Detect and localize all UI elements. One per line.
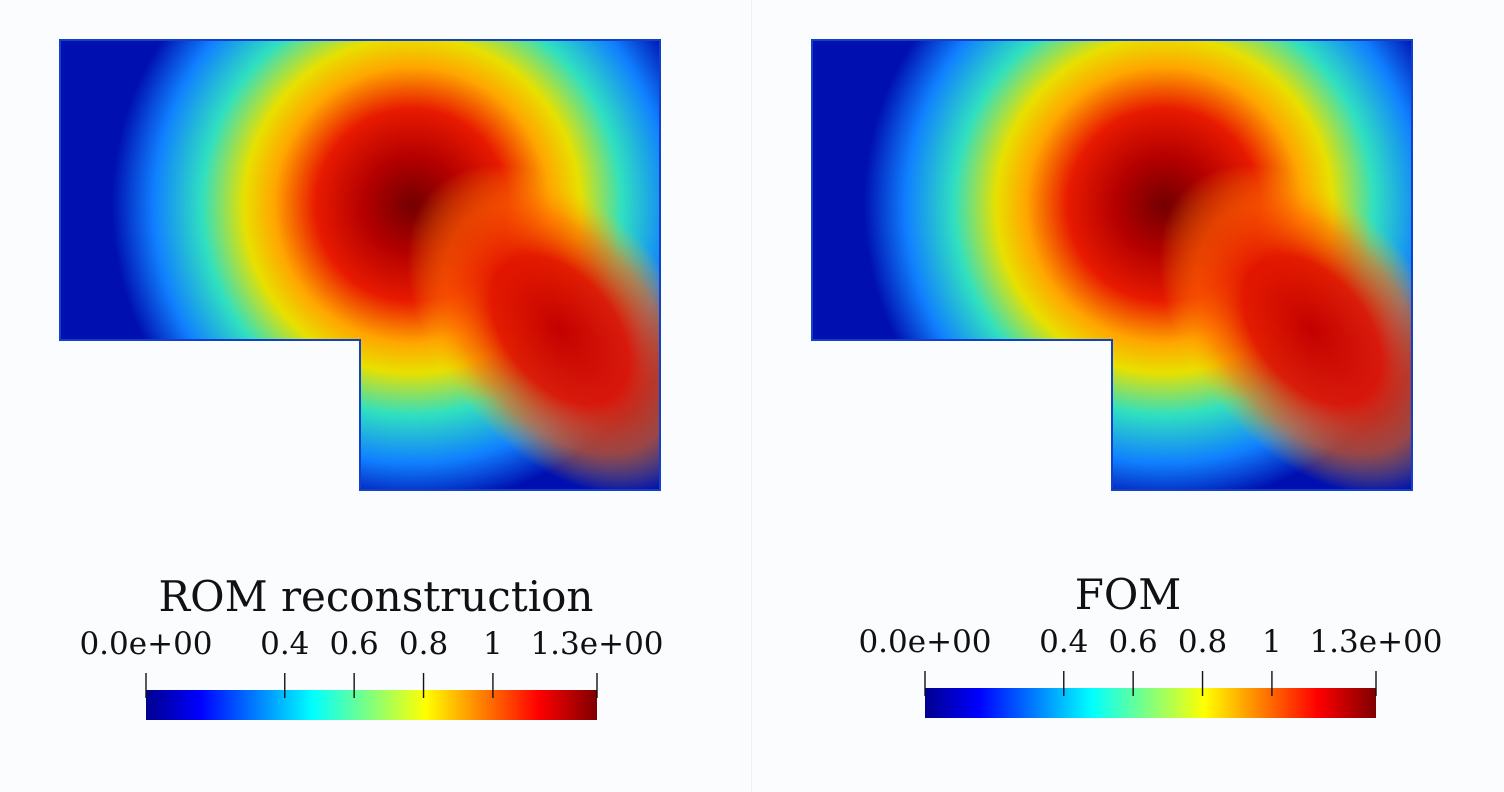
fom-colorbar-tick-label: 1.3e+00 xyxy=(1309,624,1443,660)
fom-colorbar-tick-label: 0.4 xyxy=(1039,624,1089,660)
rom-colorbar-tick-label: 0.4 xyxy=(260,626,310,662)
fom-colorbar-tick-label: 0.6 xyxy=(1108,624,1158,660)
fom-colorbar-ticks xyxy=(924,671,1377,696)
fom-panel: FOM 0.0e+00 0.4 0.6 0.8 1 1.3e+00 xyxy=(752,0,1504,792)
rom-field xyxy=(60,40,660,490)
fom-field-plot xyxy=(811,39,1413,718)
fom-field xyxy=(812,40,1412,490)
rom-domain-outline xyxy=(59,39,661,491)
rom-colorbar-ticks xyxy=(145,673,598,698)
rom-colorbar-tick-label: 1.3e+00 xyxy=(530,626,664,662)
fom-colorbar-tick-label: 1 xyxy=(1262,624,1282,660)
fom-colorbar-title: FOM xyxy=(1074,570,1182,619)
rom-panel: ROM reconstruction 0.0e+00 0.4 0.6 0.8 1 1.3e… xyxy=(59,39,664,720)
panel-divider xyxy=(751,0,752,792)
rom-colorbar-tick-label: 0.0e+00 xyxy=(79,626,213,662)
rom-colorbar-title: ROM reconstruction xyxy=(158,572,594,621)
rom-field-plot xyxy=(59,39,661,720)
rom-colorbar-tick-label: 0.8 xyxy=(398,626,449,662)
rom-colorbar xyxy=(146,690,597,720)
rom-colorbar-tick-label: 1 xyxy=(483,626,503,662)
fom-domain-outline xyxy=(811,39,1413,491)
fom-colorbar xyxy=(925,688,1376,718)
rom-colorbar-tick-label: 0.6 xyxy=(329,626,379,662)
fom-colorbar-tick-label: 0.8 xyxy=(1177,624,1228,660)
fom-colorbar-tick-label: 0.0e+00 xyxy=(858,624,992,660)
